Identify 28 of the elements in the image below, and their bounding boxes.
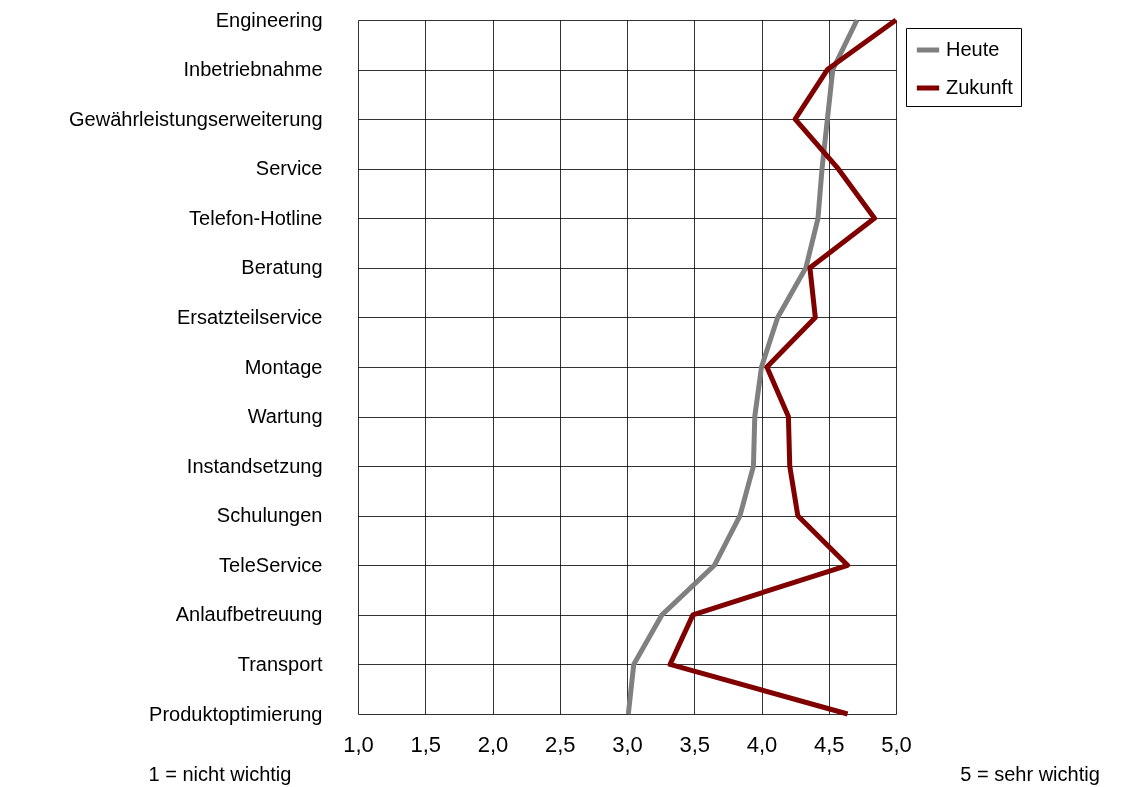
x-tick-label: 5,0 (881, 731, 912, 757)
y-tick-label: Service (255, 157, 323, 180)
y-tick-label: Gewährleistungserweiterung (69, 107, 323, 130)
y-tick-label: Inbetriebnahme (183, 58, 323, 81)
y-tick-label: Wartung (247, 405, 323, 428)
y-tick-label: Schulungen (216, 504, 323, 527)
x-tick-label: 4,0 (746, 731, 778, 757)
x-tick-label: 2,5 (544, 731, 576, 757)
legend-label: Heute (946, 38, 1000, 60)
x-tick-label: 1,0 (343, 731, 374, 757)
y-tick-label: Engineering (215, 8, 323, 31)
text: 1 = nicht wichtig (148, 763, 292, 785)
legend-label: Zukunft (946, 76, 1014, 98)
y-tick-label: Beratung (241, 256, 323, 279)
y-tick-label: Telefon-Hotline (189, 206, 323, 229)
text: 5 = sehr wichtig (960, 763, 1100, 785)
y-tick-label: Transport (237, 652, 323, 675)
x-tick-label: 3,5 (679, 731, 711, 757)
y-tick-label: Anlaufbetreuung (175, 603, 323, 626)
y-tick-label: Montage (244, 355, 323, 378)
x-tick-label: 2,0 (477, 731, 509, 757)
y-tick-label: TeleService (219, 553, 323, 576)
x-tick-label: 1,5 (410, 731, 442, 757)
x-tick-label: 4,5 (813, 731, 845, 757)
x-tick-label: 3,0 (612, 731, 643, 757)
y-tick-label: Ersatzteilservice (176, 305, 323, 328)
y-tick-label: Instandsetzung (186, 454, 323, 477)
y-tick-label: Produktoptimierung (149, 702, 323, 725)
